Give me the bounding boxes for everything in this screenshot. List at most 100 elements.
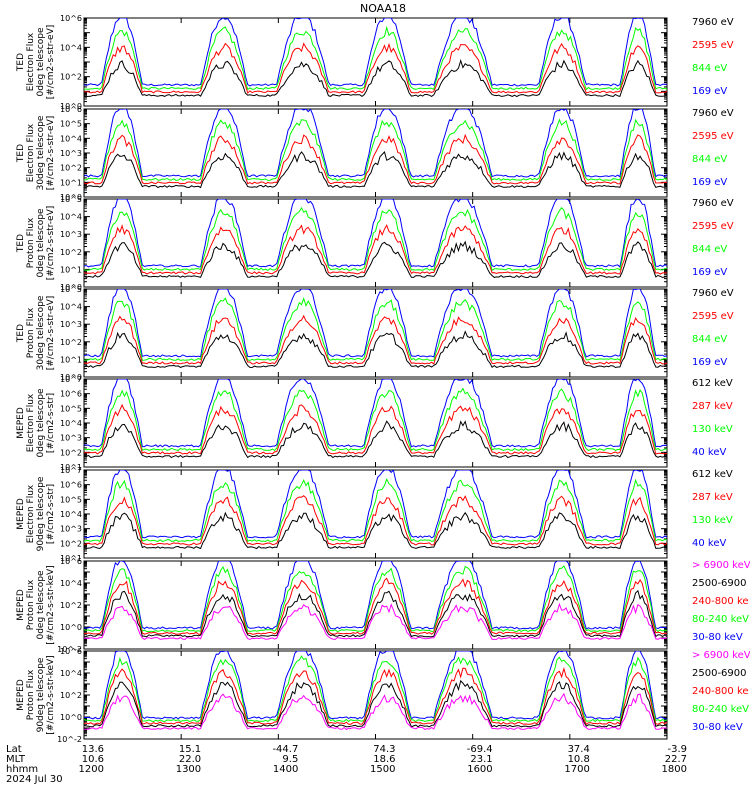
legend-entry: 7960 eV (692, 17, 734, 28)
legend-entry: 80-240 keV (692, 614, 749, 625)
y-tick-label: 10^2 (60, 164, 82, 173)
y-axis-label-line: Proton Flux (26, 669, 36, 720)
y-tick-label: 10^6 (60, 481, 82, 490)
footer-lat-value: 15.1 (179, 744, 201, 755)
y-tick-label: 10^6 (60, 390, 82, 399)
y-tick-label: 10^4 (60, 419, 82, 428)
legend-entry: 612 keV (692, 378, 733, 389)
series-trace (84, 495, 667, 546)
series-trace (84, 511, 667, 550)
y-axis-label-line: Proton Flux (26, 217, 36, 268)
y-axis-label-line: MEPED (16, 679, 26, 711)
y-axis-label-line: 30deg telescope (36, 295, 46, 370)
y-tick-label: 10^4 (60, 43, 82, 52)
legend-entry: 2500-6900 (692, 668, 747, 679)
y-tick-label: 10^1 (60, 265, 82, 274)
y-tick-label: 10^5 (60, 195, 82, 204)
footer-hhmm-value: 1200 (79, 764, 104, 775)
footer-row-label: 2024 Jul 30 (6, 774, 63, 785)
panel-5: 10^1 10^2 10^3 10^4 10^5 10^6 10^7 MEPEDElectro… (16, 375, 733, 472)
legend-entry: 30-80 keV (692, 632, 743, 643)
footer-lat-value: -3.9 (667, 744, 687, 755)
y-axis-label-line: TED (16, 53, 26, 72)
footer-mlt-value: 22.7 (665, 754, 687, 765)
footer-lat-value: -69.4 (467, 744, 493, 755)
y-tick-label: 10^0 (60, 713, 82, 722)
y-axis-label-line: 90deg telescope (36, 476, 46, 551)
y-axis-label-line: Electron Flux (26, 123, 36, 182)
series-trace (84, 565, 667, 633)
footer-row-label: Lat (6, 744, 22, 755)
series-trace (84, 589, 667, 638)
series-trace (84, 330, 667, 369)
panel-1: 10^0 10^2 10^4 10^6 TEDElectron Flux0deg tel… (16, 14, 734, 111)
footer-mlt-value: 10.6 (82, 754, 104, 765)
y-tick-label: 10^1 (60, 178, 82, 187)
y-axis-label-line: MEPED (16, 407, 26, 439)
footer-mlt-value: 9.5 (282, 754, 298, 765)
legend-entry: 40 keV (692, 538, 726, 549)
y-tick-label: 10^2 (60, 691, 82, 700)
y-axis-label-line: 30deg telescope (36, 115, 46, 190)
y-axis-label-line: [#/cm2-s-str-eV] (46, 116, 56, 191)
y-tick-label: 10^0 (60, 102, 82, 111)
series-trace (84, 18, 667, 87)
y-tick-label: 10^2 (60, 338, 82, 347)
y-axis-label-line: [#/cm2-s-str-eV] (46, 206, 56, 281)
series-trace (84, 109, 667, 178)
series-trace (84, 666, 667, 725)
y-tick-label: 10^-2 (57, 735, 82, 744)
y-tick-label: 10^2 (60, 448, 82, 457)
y-tick-label: 10^2 (60, 73, 82, 82)
footer-lat-value: -44.7 (272, 744, 298, 755)
series-traces (84, 18, 667, 98)
y-axis-label: MEPEDProton Flux90deg telescope[#/cm2-s-… (16, 655, 56, 734)
y-axis-label-line: 0deg telescope (36, 570, 46, 640)
y-tick-label: 10^3 (60, 525, 82, 534)
legend-entry: 2595 eV (692, 40, 734, 51)
y-axis-label-line: 90deg telescope (36, 657, 46, 732)
legend-entry: 2595 eV (692, 131, 734, 142)
y-tick-label: 10^1 (60, 554, 82, 563)
legend-entry: 2595 eV (692, 311, 734, 322)
y-axis-label-line: [#/cm2-s-str] (46, 484, 56, 544)
y-axis-label-line: [#/cm2-s-str-keV] (46, 655, 56, 734)
series-traces (84, 289, 667, 369)
panel-2: 10^0 10^1 10^2 10^3 10^4 10^5 10^6 TEDElectron … (16, 105, 734, 202)
footer-lat-value: 74.3 (373, 744, 395, 755)
legend-entry: 287 keV (692, 492, 733, 503)
series-trace (84, 118, 667, 182)
series-trace (84, 199, 667, 268)
y-tick-label: 10^7 (60, 466, 82, 475)
y-axis-label-line: TED (16, 234, 26, 253)
legend-entry: 130 keV (692, 515, 733, 526)
legend-entry: 7960 eV (692, 288, 734, 299)
footer-hhmm-value: 1800 (662, 764, 687, 775)
legend-entry: 2500-6900 (692, 578, 747, 589)
legend-entry: 169 eV (692, 177, 727, 188)
series-trace (84, 679, 667, 728)
y-tick-label: 10^4 (60, 134, 82, 143)
y-tick-label: 10^4 (60, 510, 82, 519)
legend-entry: 169 eV (692, 357, 727, 368)
y-tick-label: 10^6 (60, 647, 82, 656)
y-axis-label-line: 0deg telescope (36, 388, 46, 458)
y-axis-label-line: MEPED (16, 498, 26, 530)
y-tick-label: 10^1 (60, 355, 82, 364)
y-axis-label: TEDProton Flux30deg telescope[#/cm2-s-st… (16, 295, 56, 370)
legend-entry: 612 keV (692, 469, 733, 480)
y-tick-label: 10^6 (60, 105, 82, 114)
panel-frame (83, 198, 668, 288)
y-axis-label: MEPEDProton Flux0deg telescope[#/cm2-s-s… (16, 565, 56, 644)
y-axis-label-line: [#/cm2-s-str-eV] (46, 296, 56, 371)
series-trace (84, 577, 667, 635)
y-tick-label: 10^6 (60, 557, 82, 566)
series-trace (84, 206, 667, 272)
series-trace (84, 224, 667, 275)
footer-row-label: hhmm (6, 764, 38, 775)
footer-hhmm-value: 1600 (467, 764, 492, 775)
series-trace (84, 25, 667, 91)
series-traces (84, 109, 667, 189)
